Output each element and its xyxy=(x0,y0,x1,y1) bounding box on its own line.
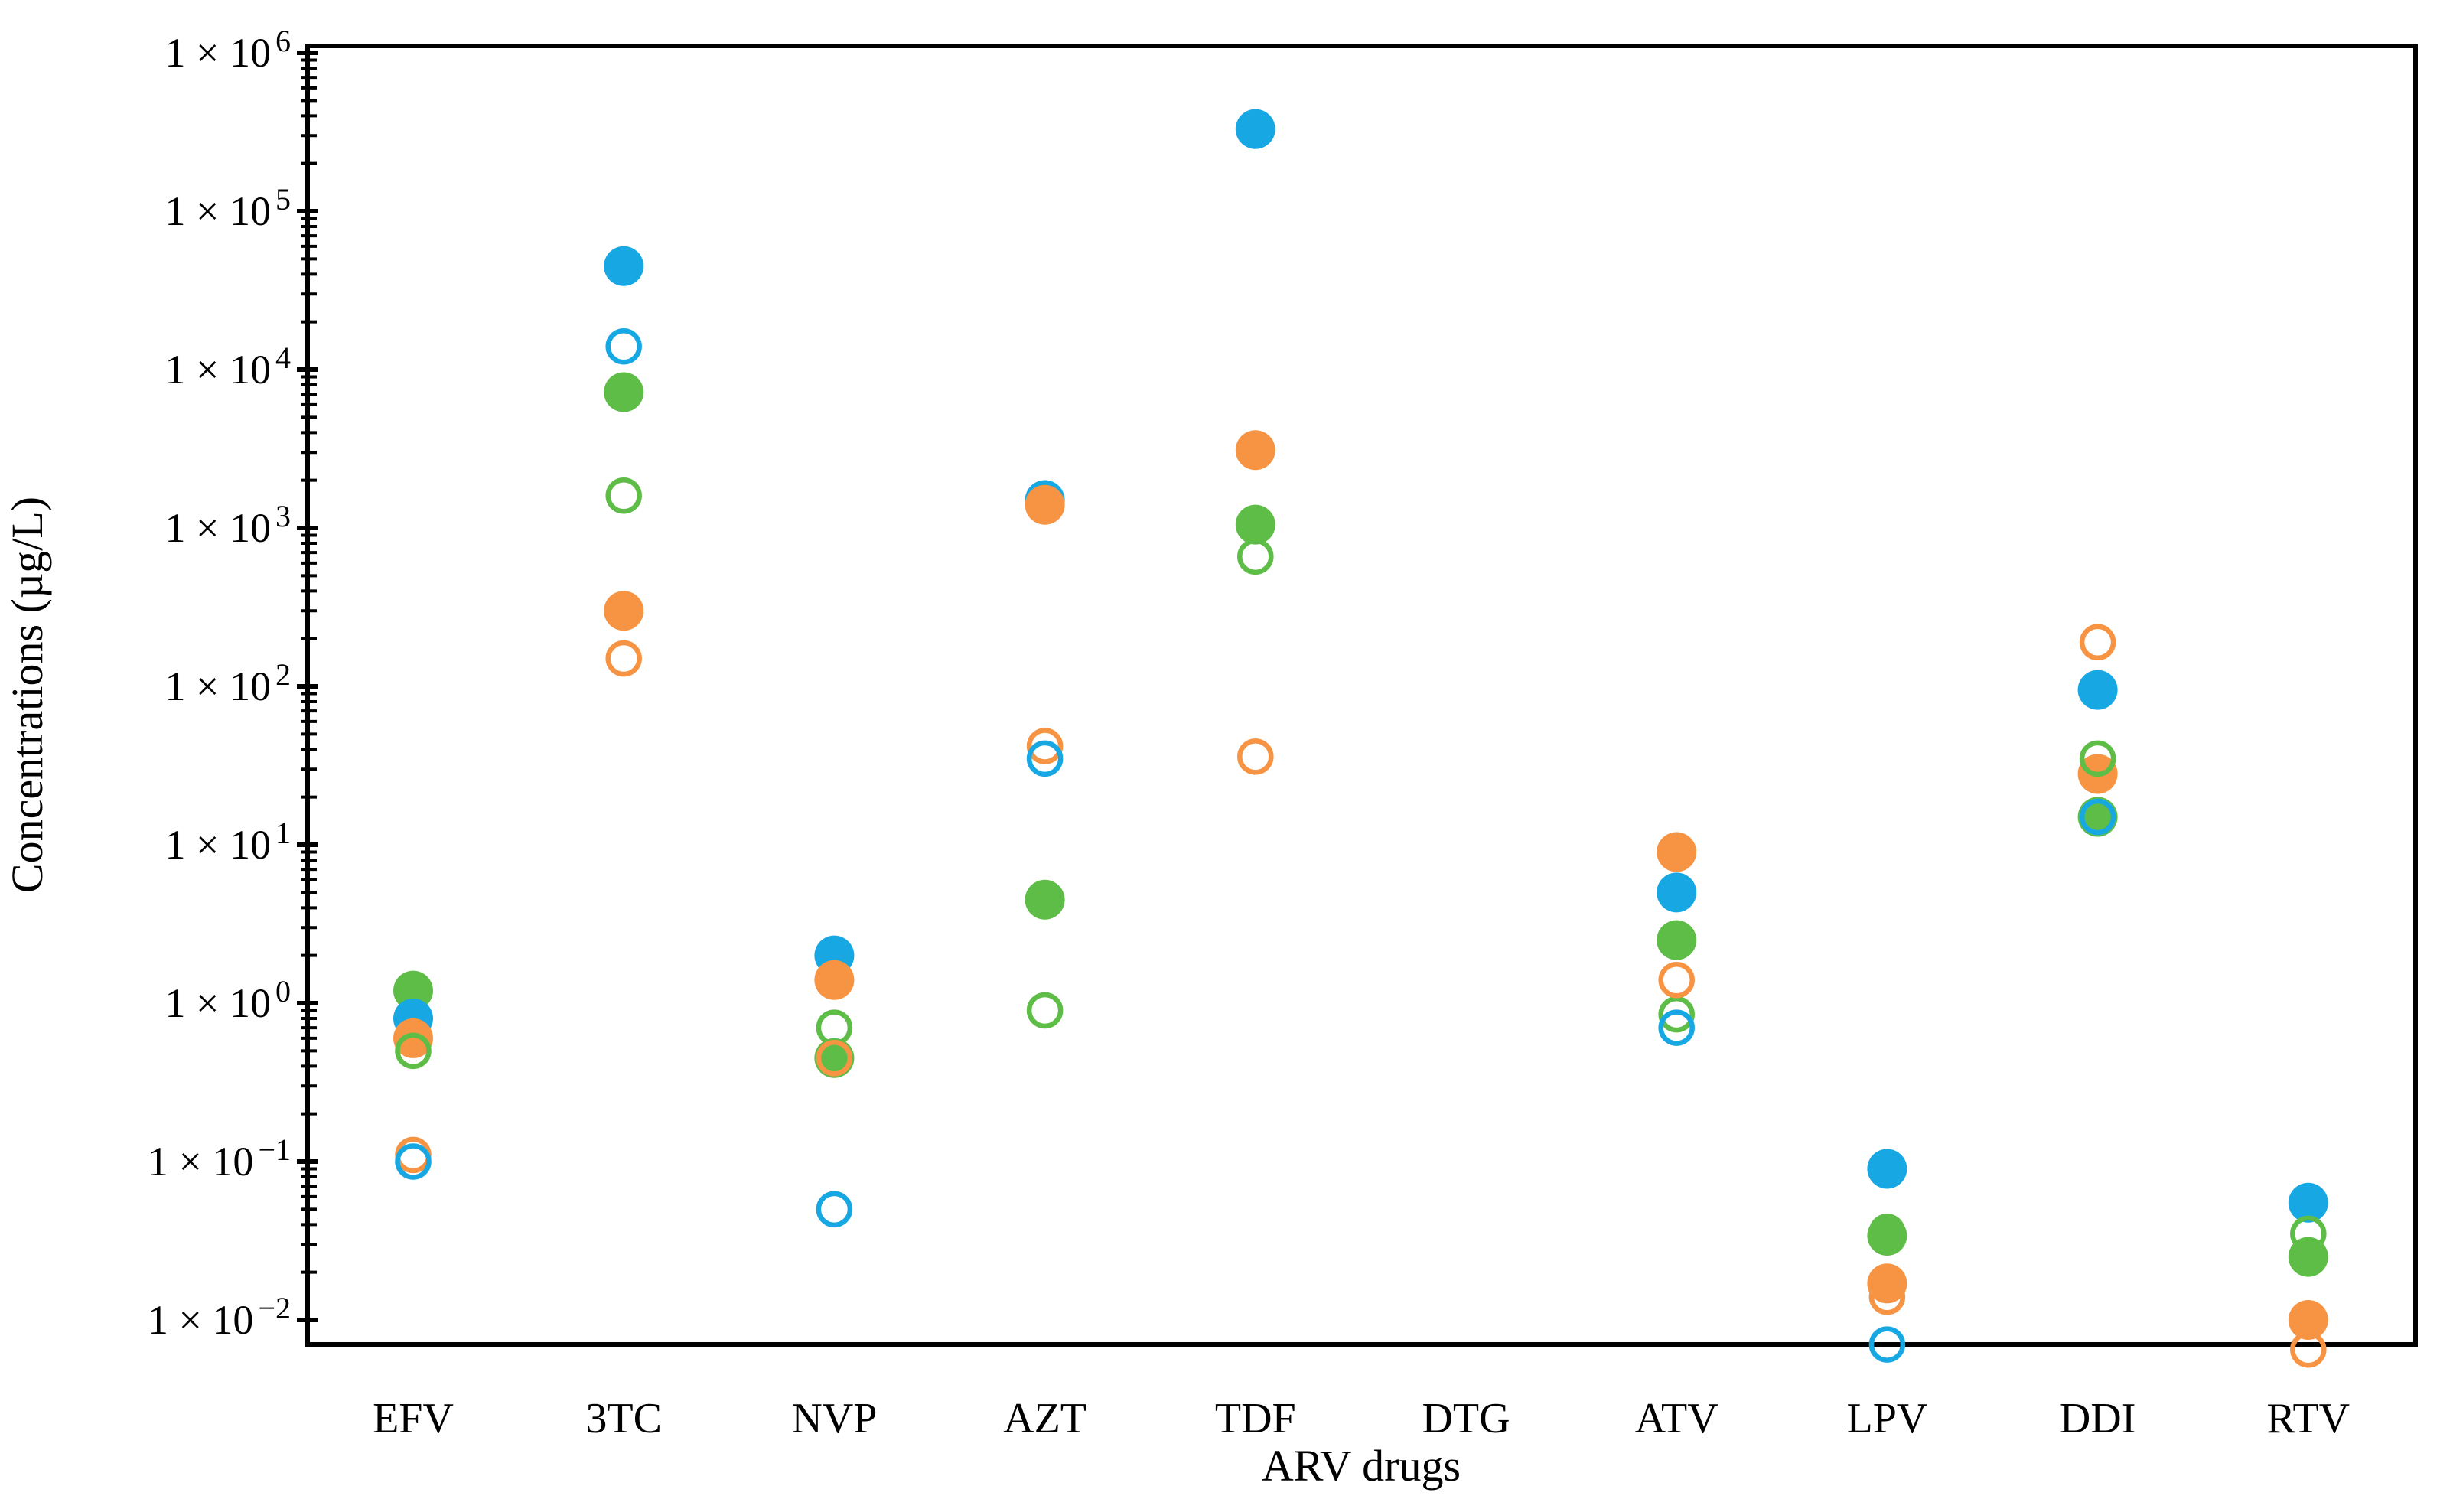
x-tick-label-azt: AZT xyxy=(1003,1395,1086,1442)
x-tick-label-tdf: TDF xyxy=(1215,1395,1296,1442)
x-tick-label-nvp: NVP xyxy=(791,1395,877,1442)
marker-green-filled-efv xyxy=(393,970,433,1011)
marker-green-filled-atv xyxy=(1657,920,1697,960)
marker-green-open-lpv xyxy=(1868,1214,1906,1250)
x-axis-title: ARV drugs xyxy=(1262,1441,1461,1491)
y-tick-label: 1 × 10 6 xyxy=(165,24,291,76)
marker-orange-filled-azt xyxy=(1025,484,1065,525)
marker-orange-open-ddi xyxy=(2079,624,2116,661)
marker-blue-filled-rtv xyxy=(2288,1182,2328,1223)
marker-orange-open-nvp xyxy=(816,1040,853,1077)
x-tick-label-atv: ATV xyxy=(1635,1395,1718,1442)
marker-orange-open-3tc xyxy=(605,640,642,677)
marker-blue-open-azt xyxy=(1026,740,1064,777)
marker-green-open-atv xyxy=(1658,996,1695,1033)
x-tick-label-efv: EFV xyxy=(373,1395,454,1442)
y-tick-label: 1 × 10 4 xyxy=(165,341,291,393)
y-axis-ticks xyxy=(297,51,318,1322)
y-axis-tick-labels: 1 × 10 6 1 × 10 5 1 × 10 4 1 × 10 3 1 × 10 2 1 × 1… xyxy=(148,24,291,1343)
marker-green-filled-tdf xyxy=(1235,504,1275,545)
marker-green-open-tdf xyxy=(1237,538,1274,575)
x-tick-label-dtg: DTG xyxy=(1422,1395,1510,1442)
marker-orange-open-azt xyxy=(1026,728,1064,764)
marker-blue-open-atv xyxy=(1658,1009,1695,1046)
marker-orange-filled-nvp xyxy=(814,960,855,1000)
y-tick-label: 1 × 10 0 xyxy=(165,974,291,1026)
marker-green-filled-azt xyxy=(1025,879,1065,920)
marker-green-open-azt xyxy=(1026,992,1064,1029)
marker-orange-filled-tdf xyxy=(1235,430,1275,471)
marker-green-open-ddi xyxy=(2079,740,2116,777)
marker-orange-open-lpv xyxy=(1868,1279,1906,1315)
y-tick-label: 1 × 10 3 xyxy=(165,499,291,551)
marker-green-open-rtv xyxy=(2290,1215,2327,1253)
marker-orange-filled-3tc xyxy=(604,591,644,631)
marker-blue-open-ddi xyxy=(2079,798,2116,836)
y-tick-label: 1 × 10 2 xyxy=(165,657,291,709)
marker-blue-filled-ddi xyxy=(2077,670,2118,710)
marker-orange-filled-efv xyxy=(393,1018,433,1058)
marker-green-open-efv xyxy=(395,1032,432,1070)
x-tick-label-rtv: RTV xyxy=(2266,1395,2350,1442)
x-tick-label-lpv: LPV xyxy=(1847,1395,1928,1442)
marker-orange-open-tdf xyxy=(1237,738,1274,775)
x-tick-label-3tc: 3TC xyxy=(585,1395,662,1442)
y-axis-title: Concentrations (µg/L) xyxy=(2,497,52,893)
marker-green-filled-3tc xyxy=(604,372,644,412)
marker-blue-open-lpv xyxy=(1868,1326,1906,1363)
y-tick-label: 1 × 10 −1 xyxy=(148,1132,291,1185)
marker-orange-filled-atv xyxy=(1657,832,1697,872)
y-tick-label: 1 × 10 5 xyxy=(165,182,291,234)
marker-blue-filled-atv xyxy=(1657,872,1697,913)
marker-blue-open-3tc xyxy=(605,328,642,365)
data-markers xyxy=(393,109,2328,1368)
marker-orange-open-rtv xyxy=(2290,1331,2327,1368)
x-axis-tick-labels: EFV 3TC NVP AZT TDF DTG ATV LPV DDI RTV xyxy=(373,1395,2350,1442)
marker-blue-filled-3tc xyxy=(604,246,644,286)
marker-orange-filled-rtv xyxy=(2288,1300,2328,1340)
y-tick-label: 1 × 10 −2 xyxy=(148,1291,291,1343)
marker-blue-filled-tdf xyxy=(1235,109,1275,149)
marker-green-open-3tc xyxy=(605,477,642,514)
plot-area-border xyxy=(305,44,2418,1347)
marker-blue-open-nvp xyxy=(816,1191,853,1228)
y-tick-label: 1 × 10 1 xyxy=(165,816,291,868)
marker-blue-open-efv xyxy=(395,1143,432,1180)
marker-orange-open-atv xyxy=(1658,962,1695,999)
x-tick-label-ddi: DDI xyxy=(2060,1395,2136,1442)
marker-blue-filled-lpv xyxy=(1867,1149,1907,1189)
